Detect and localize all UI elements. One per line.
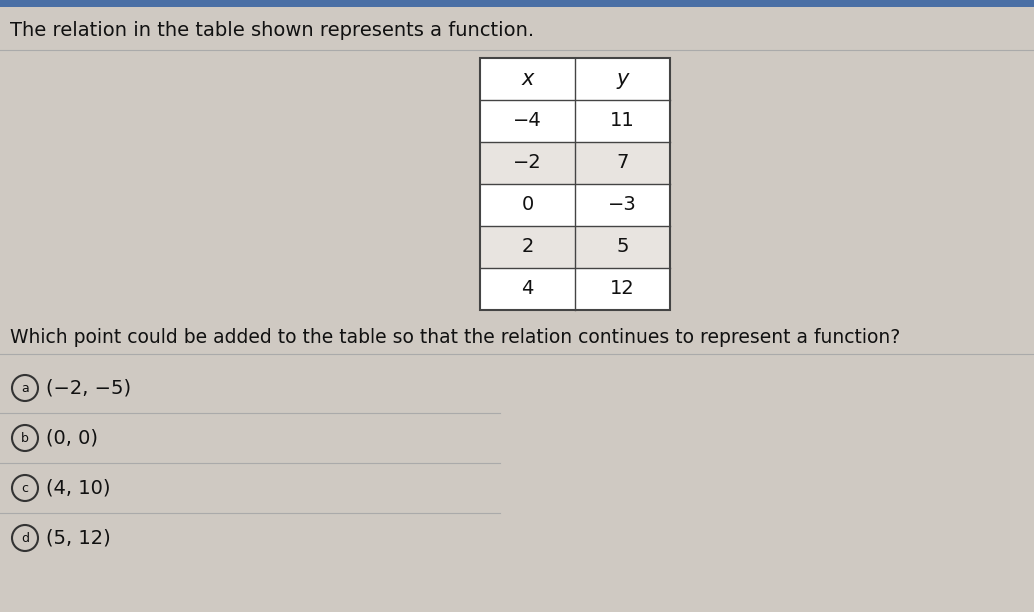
Bar [480, 58, 670, 310]
Text: (0, 0): (0, 0) [45, 428, 98, 447]
Text: x: x [521, 69, 534, 89]
Text: (−2, −5): (−2, −5) [45, 378, 131, 398]
Bar [480, 100, 670, 142]
Text: 0: 0 [521, 195, 534, 214]
Text: b: b [21, 431, 29, 444]
Text: −2: −2 [513, 154, 542, 173]
Text: −3: −3 [608, 195, 637, 214]
Text: The relation in the table shown represents a function.: The relation in the table shown represen… [10, 20, 535, 40]
Text: 12: 12 [610, 280, 635, 299]
Text: d: d [21, 531, 29, 545]
Bar [480, 184, 670, 226]
Bar [0, 0, 1034, 7]
Text: Which point could be added to the table so that the relation continues to repres: Which point could be added to the table … [10, 328, 901, 347]
Bar [480, 226, 670, 268]
Text: 7: 7 [616, 154, 629, 173]
Text: c: c [22, 482, 29, 494]
Text: 2: 2 [521, 237, 534, 256]
Text: (4, 10): (4, 10) [45, 479, 111, 498]
Text: y: y [616, 69, 629, 89]
Text: 11: 11 [610, 111, 635, 130]
Text: 5: 5 [616, 237, 629, 256]
Text: (5, 12): (5, 12) [45, 529, 111, 548]
Bar [480, 268, 670, 310]
Bar [480, 58, 670, 100]
Text: 4: 4 [521, 280, 534, 299]
Text: −4: −4 [513, 111, 542, 130]
Text: a: a [21, 381, 29, 395]
Bar [480, 142, 670, 184]
